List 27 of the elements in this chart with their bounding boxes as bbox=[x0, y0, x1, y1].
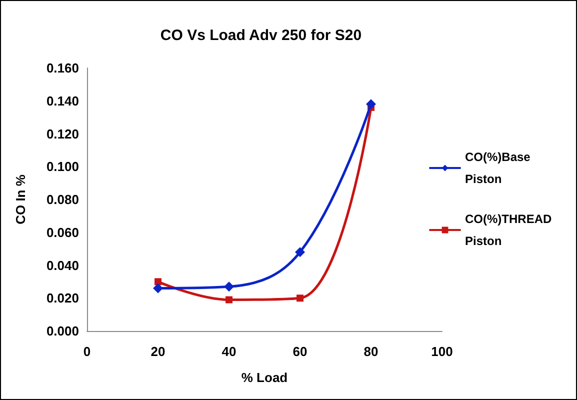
y-tick-label: 0.000 bbox=[46, 324, 79, 338]
x-tick-label: 40 bbox=[222, 344, 236, 359]
x-tick-label: 100 bbox=[431, 344, 453, 359]
y-tick-label: 0.020 bbox=[46, 290, 79, 306]
x-axis-title: % Load bbox=[241, 370, 288, 385]
y-tick-label: 0.120 bbox=[46, 126, 79, 142]
y-tick-label: 0.140 bbox=[46, 93, 79, 108]
y-tick-label: 0.100 bbox=[46, 159, 79, 174]
y-tick-label: 0.060 bbox=[46, 224, 79, 240]
x-tick-label: 0 bbox=[83, 344, 91, 359]
point bbox=[295, 247, 305, 258]
point bbox=[226, 296, 232, 304]
point bbox=[366, 99, 376, 110]
legend-label: CO(%)THREAD Piston bbox=[465, 212, 555, 248]
x-tick-label: 60 bbox=[292, 344, 308, 359]
x-tick-label: 20 bbox=[150, 344, 166, 359]
point bbox=[224, 282, 234, 292]
x-tick-label: 80 bbox=[364, 344, 378, 359]
y-tick-label: 0.160 bbox=[46, 60, 79, 76]
point bbox=[296, 294, 304, 302]
y-tick-label: 0.040 bbox=[46, 258, 79, 273]
point bbox=[154, 278, 162, 286]
point bbox=[153, 283, 163, 294]
legend-label: CO(%)Base Piston bbox=[465, 150, 534, 186]
y-axis-title: CO In % bbox=[13, 174, 28, 224]
y-tick-label: 0.080 bbox=[46, 192, 79, 207]
chart-title: CO Vs Load Adv 250 for S20 bbox=[160, 27, 362, 44]
